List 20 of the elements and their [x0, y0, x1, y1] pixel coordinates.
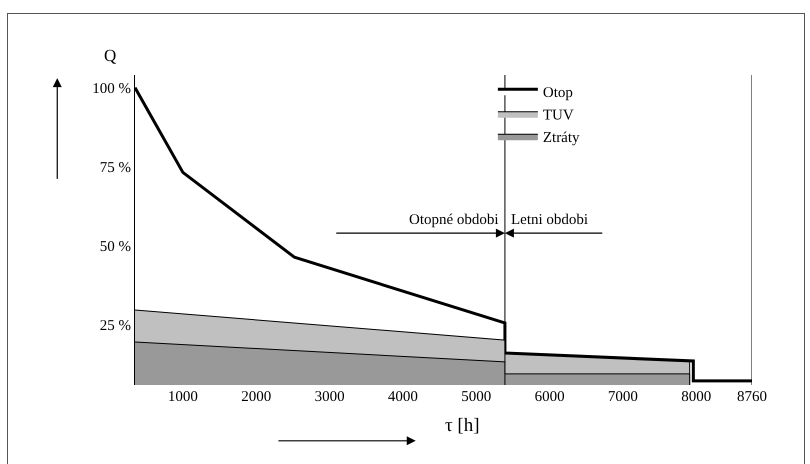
- y-tick-label: 75 %: [100, 160, 131, 176]
- x-tick-label: 7000: [608, 389, 638, 405]
- x-tick-label: 4000: [388, 389, 418, 405]
- annotation: Otopné obdobi: [409, 212, 499, 228]
- legend-label: Ztráty: [542, 130, 580, 146]
- x-tick-label: 3000: [314, 389, 345, 405]
- x-axis-title: τ [h]: [445, 415, 480, 436]
- y-tick-label: 25 %: [100, 318, 131, 334]
- legend-label: TUV: [542, 108, 574, 124]
- x-tick-label: 2000: [241, 389, 272, 405]
- legend-label: Otop: [542, 85, 573, 102]
- x-tick-label: 8760: [737, 389, 767, 405]
- annotation: Letni obdobi: [511, 212, 588, 228]
- x-tick-label: 5000: [461, 389, 492, 405]
- y-axis-title: Q: [104, 46, 116, 65]
- y-tick-label: 100 %: [92, 80, 131, 97]
- x-tick-label: 6000: [534, 389, 565, 405]
- y-tick-label: 50 %: [100, 239, 131, 256]
- x-tick-label: 1000: [168, 389, 198, 405]
- x-tick-label: 8000: [681, 389, 712, 405]
